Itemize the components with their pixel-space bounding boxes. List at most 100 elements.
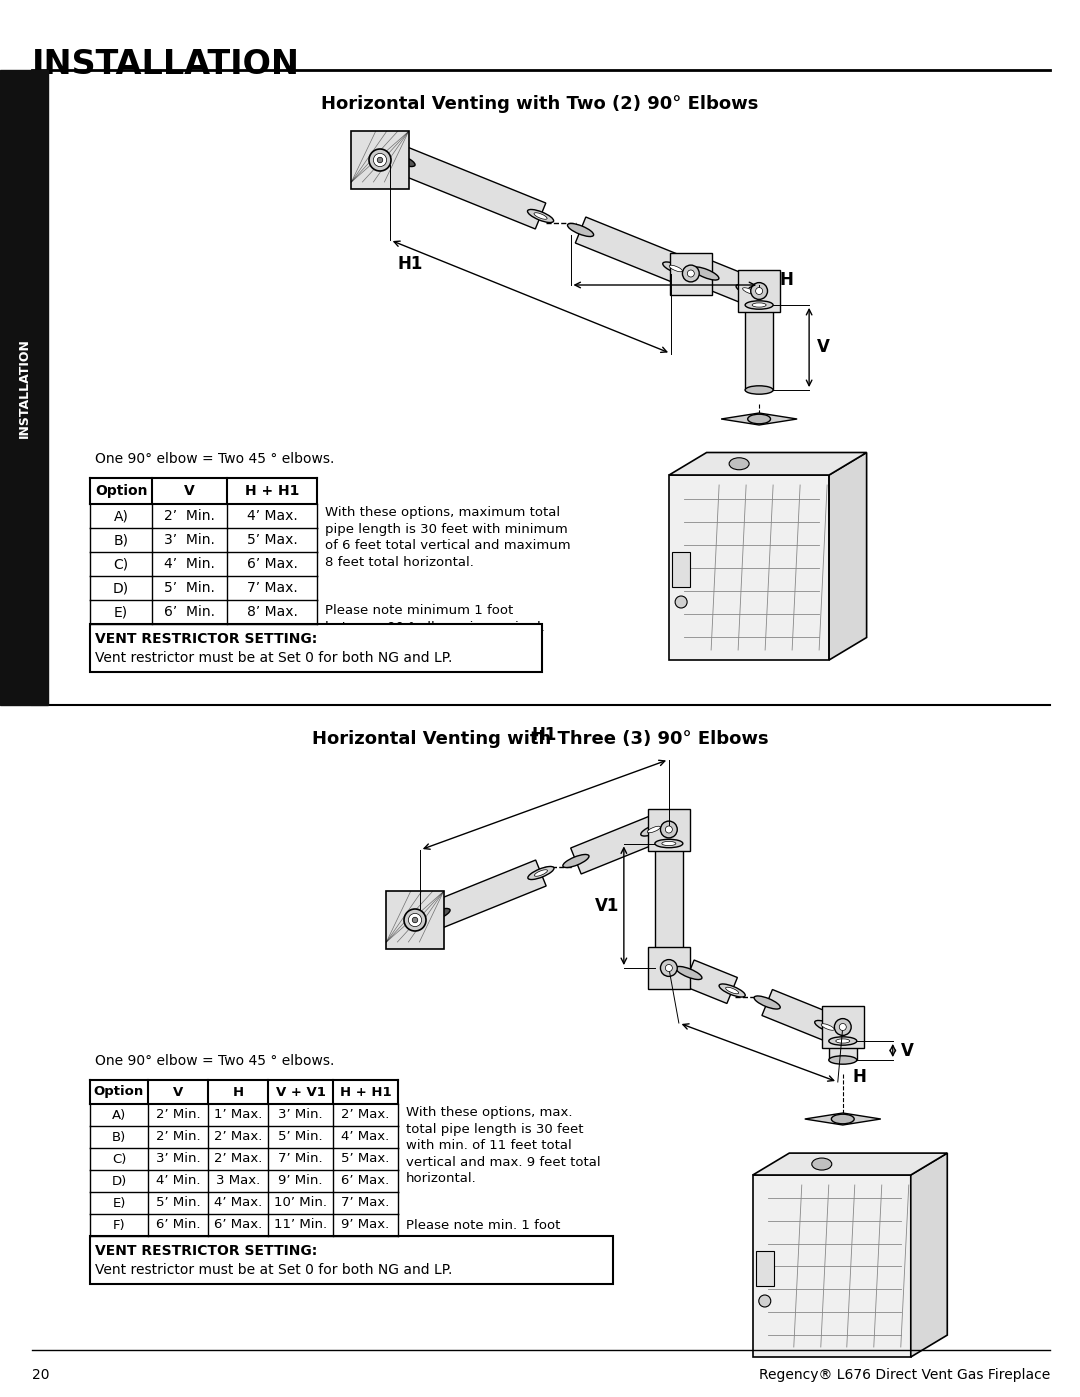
Bar [90, 528, 318, 552]
Text: Horizontal Venting with Two (2) 90° Elbows: Horizontal Venting with Two (2) 90° Elbo… [322, 95, 758, 113]
Ellipse shape [670, 265, 683, 272]
Bar [90, 1171, 399, 1192]
Text: A): A) [113, 509, 129, 522]
Ellipse shape [729, 458, 750, 469]
Text: Regency® L676 Direct Vent Gas Fireplace: Regency® L676 Direct Vent Gas Fireplace [759, 1368, 1050, 1382]
Ellipse shape [676, 967, 702, 979]
Text: 5’ Max.: 5’ Max. [341, 1153, 390, 1165]
Bar [351, 131, 408, 189]
Polygon shape [910, 1153, 947, 1356]
Text: V: V [818, 338, 831, 356]
Ellipse shape [413, 918, 418, 923]
Text: 4’ Max.: 4’ Max. [214, 1196, 262, 1210]
Text: 6’ Min.: 6’ Min. [156, 1218, 200, 1232]
Bar [753, 1175, 910, 1356]
Text: H1: H1 [531, 726, 557, 745]
Ellipse shape [534, 212, 548, 219]
Text: H: H [232, 1085, 244, 1098]
Text: 10’ Min.: 10’ Min. [274, 1196, 327, 1210]
Text: 1’ Max.: 1’ Max. [214, 1108, 262, 1122]
Text: 8’ Max.: 8’ Max. [246, 605, 297, 619]
Ellipse shape [745, 300, 773, 309]
Text: Horizontal Venting with Three (3) 90° Elbows: Horizontal Venting with Three (3) 90° El… [312, 731, 768, 747]
Ellipse shape [647, 826, 660, 833]
Ellipse shape [836, 1039, 850, 1044]
Bar [90, 504, 318, 528]
Ellipse shape [665, 826, 673, 833]
Polygon shape [721, 414, 797, 425]
Bar [90, 624, 542, 672]
Text: C): C) [112, 1153, 126, 1165]
Text: One 90° elbow = Two 45 ° elbows.: One 90° elbow = Two 45 ° elbows. [95, 1053, 335, 1067]
Text: V: V [184, 483, 194, 497]
Ellipse shape [374, 154, 387, 166]
Bar [828, 1041, 856, 1060]
Ellipse shape [759, 1295, 771, 1308]
Polygon shape [684, 960, 738, 1003]
Ellipse shape [835, 1018, 851, 1035]
Polygon shape [829, 453, 866, 659]
Text: VENT RESTRICTOR SETTING:: VENT RESTRICTOR SETTING: [95, 1243, 318, 1259]
Text: H: H [779, 271, 793, 289]
Bar [670, 475, 829, 659]
Text: 6’  Min.: 6’ Min. [164, 605, 215, 619]
Text: Please note minimum 1 foot
between 90 ° elbows is required.: Please note minimum 1 foot between 90 ° … [325, 604, 545, 633]
Text: 7’ Min.: 7’ Min. [279, 1153, 323, 1165]
Ellipse shape [745, 386, 773, 394]
Text: 6’ Max.: 6’ Max. [341, 1175, 390, 1187]
Ellipse shape [424, 908, 450, 922]
Ellipse shape [654, 840, 683, 848]
Ellipse shape [683, 265, 699, 282]
Text: With these options, maximum total
pipe length is 30 feet with minimum
of 6 feet : With these options, maximum total pipe l… [325, 506, 570, 569]
Text: 6’ Max.: 6’ Max. [214, 1218, 262, 1232]
Text: 6’ Max.: 6’ Max. [246, 557, 297, 571]
Polygon shape [753, 1153, 947, 1175]
Ellipse shape [751, 282, 768, 299]
Ellipse shape [654, 964, 683, 972]
Ellipse shape [640, 823, 667, 835]
Bar [745, 305, 773, 390]
Text: INSTALLATION: INSTALLATION [17, 338, 30, 437]
Text: H + H1: H + H1 [245, 483, 299, 497]
Ellipse shape [369, 149, 391, 170]
Polygon shape [761, 989, 833, 1039]
Ellipse shape [743, 288, 756, 295]
Text: 9’ Max.: 9’ Max. [341, 1218, 390, 1232]
Ellipse shape [812, 1158, 832, 1171]
Ellipse shape [821, 1024, 835, 1030]
Bar [738, 270, 780, 312]
Ellipse shape [663, 263, 689, 275]
Ellipse shape [675, 597, 687, 608]
Text: Option: Option [95, 483, 147, 497]
Text: 2’ Max.: 2’ Max. [214, 1130, 262, 1144]
Text: 5’ Max.: 5’ Max. [246, 534, 297, 548]
Bar [90, 1126, 399, 1148]
Ellipse shape [832, 1115, 854, 1123]
Ellipse shape [662, 841, 676, 845]
Text: 4’ Min.: 4’ Min. [156, 1175, 200, 1187]
Bar [822, 1006, 864, 1048]
Text: B): B) [113, 534, 129, 548]
Bar [90, 1236, 613, 1284]
Ellipse shape [535, 870, 548, 876]
Ellipse shape [661, 821, 677, 838]
Polygon shape [701, 260, 754, 305]
Ellipse shape [661, 960, 677, 977]
Bar [90, 1148, 399, 1171]
Polygon shape [570, 816, 659, 875]
Ellipse shape [389, 154, 415, 166]
Text: 4’ Max.: 4’ Max. [341, 1130, 390, 1144]
Text: 11’ Min.: 11’ Min. [274, 1218, 327, 1232]
Text: One 90° elbow = Two 45 ° elbows.: One 90° elbow = Two 45 ° elbows. [95, 453, 335, 467]
Text: A): A) [112, 1108, 126, 1122]
Ellipse shape [687, 270, 694, 277]
Ellipse shape [665, 964, 673, 971]
Polygon shape [576, 217, 681, 281]
Text: H: H [853, 1067, 866, 1085]
Ellipse shape [408, 914, 421, 926]
Ellipse shape [839, 1024, 847, 1031]
Bar [670, 253, 712, 295]
Text: D): D) [111, 1175, 126, 1187]
Ellipse shape [563, 855, 589, 868]
Text: H1: H1 [397, 256, 422, 272]
